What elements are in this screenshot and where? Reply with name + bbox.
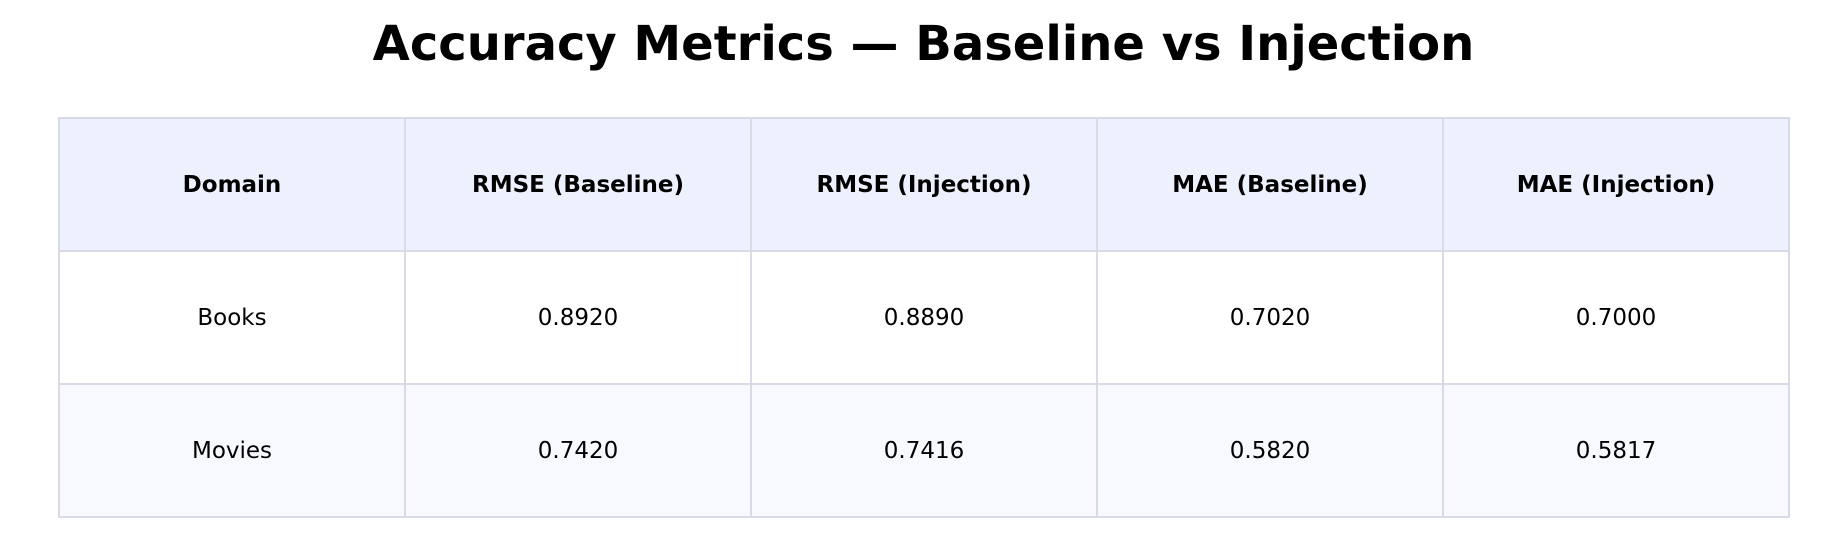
table-cell: 0.8920 <box>404 250 752 385</box>
table-cell: 0.5817 <box>1442 383 1790 518</box>
table-cell: 0.7000 <box>1442 250 1790 385</box>
table-cell: Books <box>58 250 406 385</box>
table-row: Movies 0.7420 0.7416 0.5820 0.5817 <box>58 383 1790 518</box>
header-mae-injection: MAE (Injection) <box>1442 117 1790 252</box>
metrics-table: Domain RMSE (Baseline) RMSE (Injection) … <box>58 117 1790 518</box>
header-mae-baseline: MAE (Baseline) <box>1096 117 1444 252</box>
table-cell: 0.5820 <box>1096 383 1444 518</box>
table-cell: Movies <box>58 383 406 518</box>
table-cell: 0.7020 <box>1096 250 1444 385</box>
table-row: Books 0.8920 0.8890 0.7020 0.7000 <box>58 250 1790 385</box>
header-domain: Domain <box>58 117 406 252</box>
chart-title: Accuracy Metrics — Baseline vs Injection <box>372 16 1475 72</box>
table-cell: 0.7416 <box>750 383 1098 518</box>
header-rmse-injection: RMSE (Injection) <box>750 117 1098 252</box>
table-cell: 0.7420 <box>404 383 752 518</box>
table-cell: 0.8890 <box>750 250 1098 385</box>
table-header-row: Domain RMSE (Baseline) RMSE (Injection) … <box>58 117 1790 252</box>
header-rmse-baseline: RMSE (Baseline) <box>404 117 752 252</box>
